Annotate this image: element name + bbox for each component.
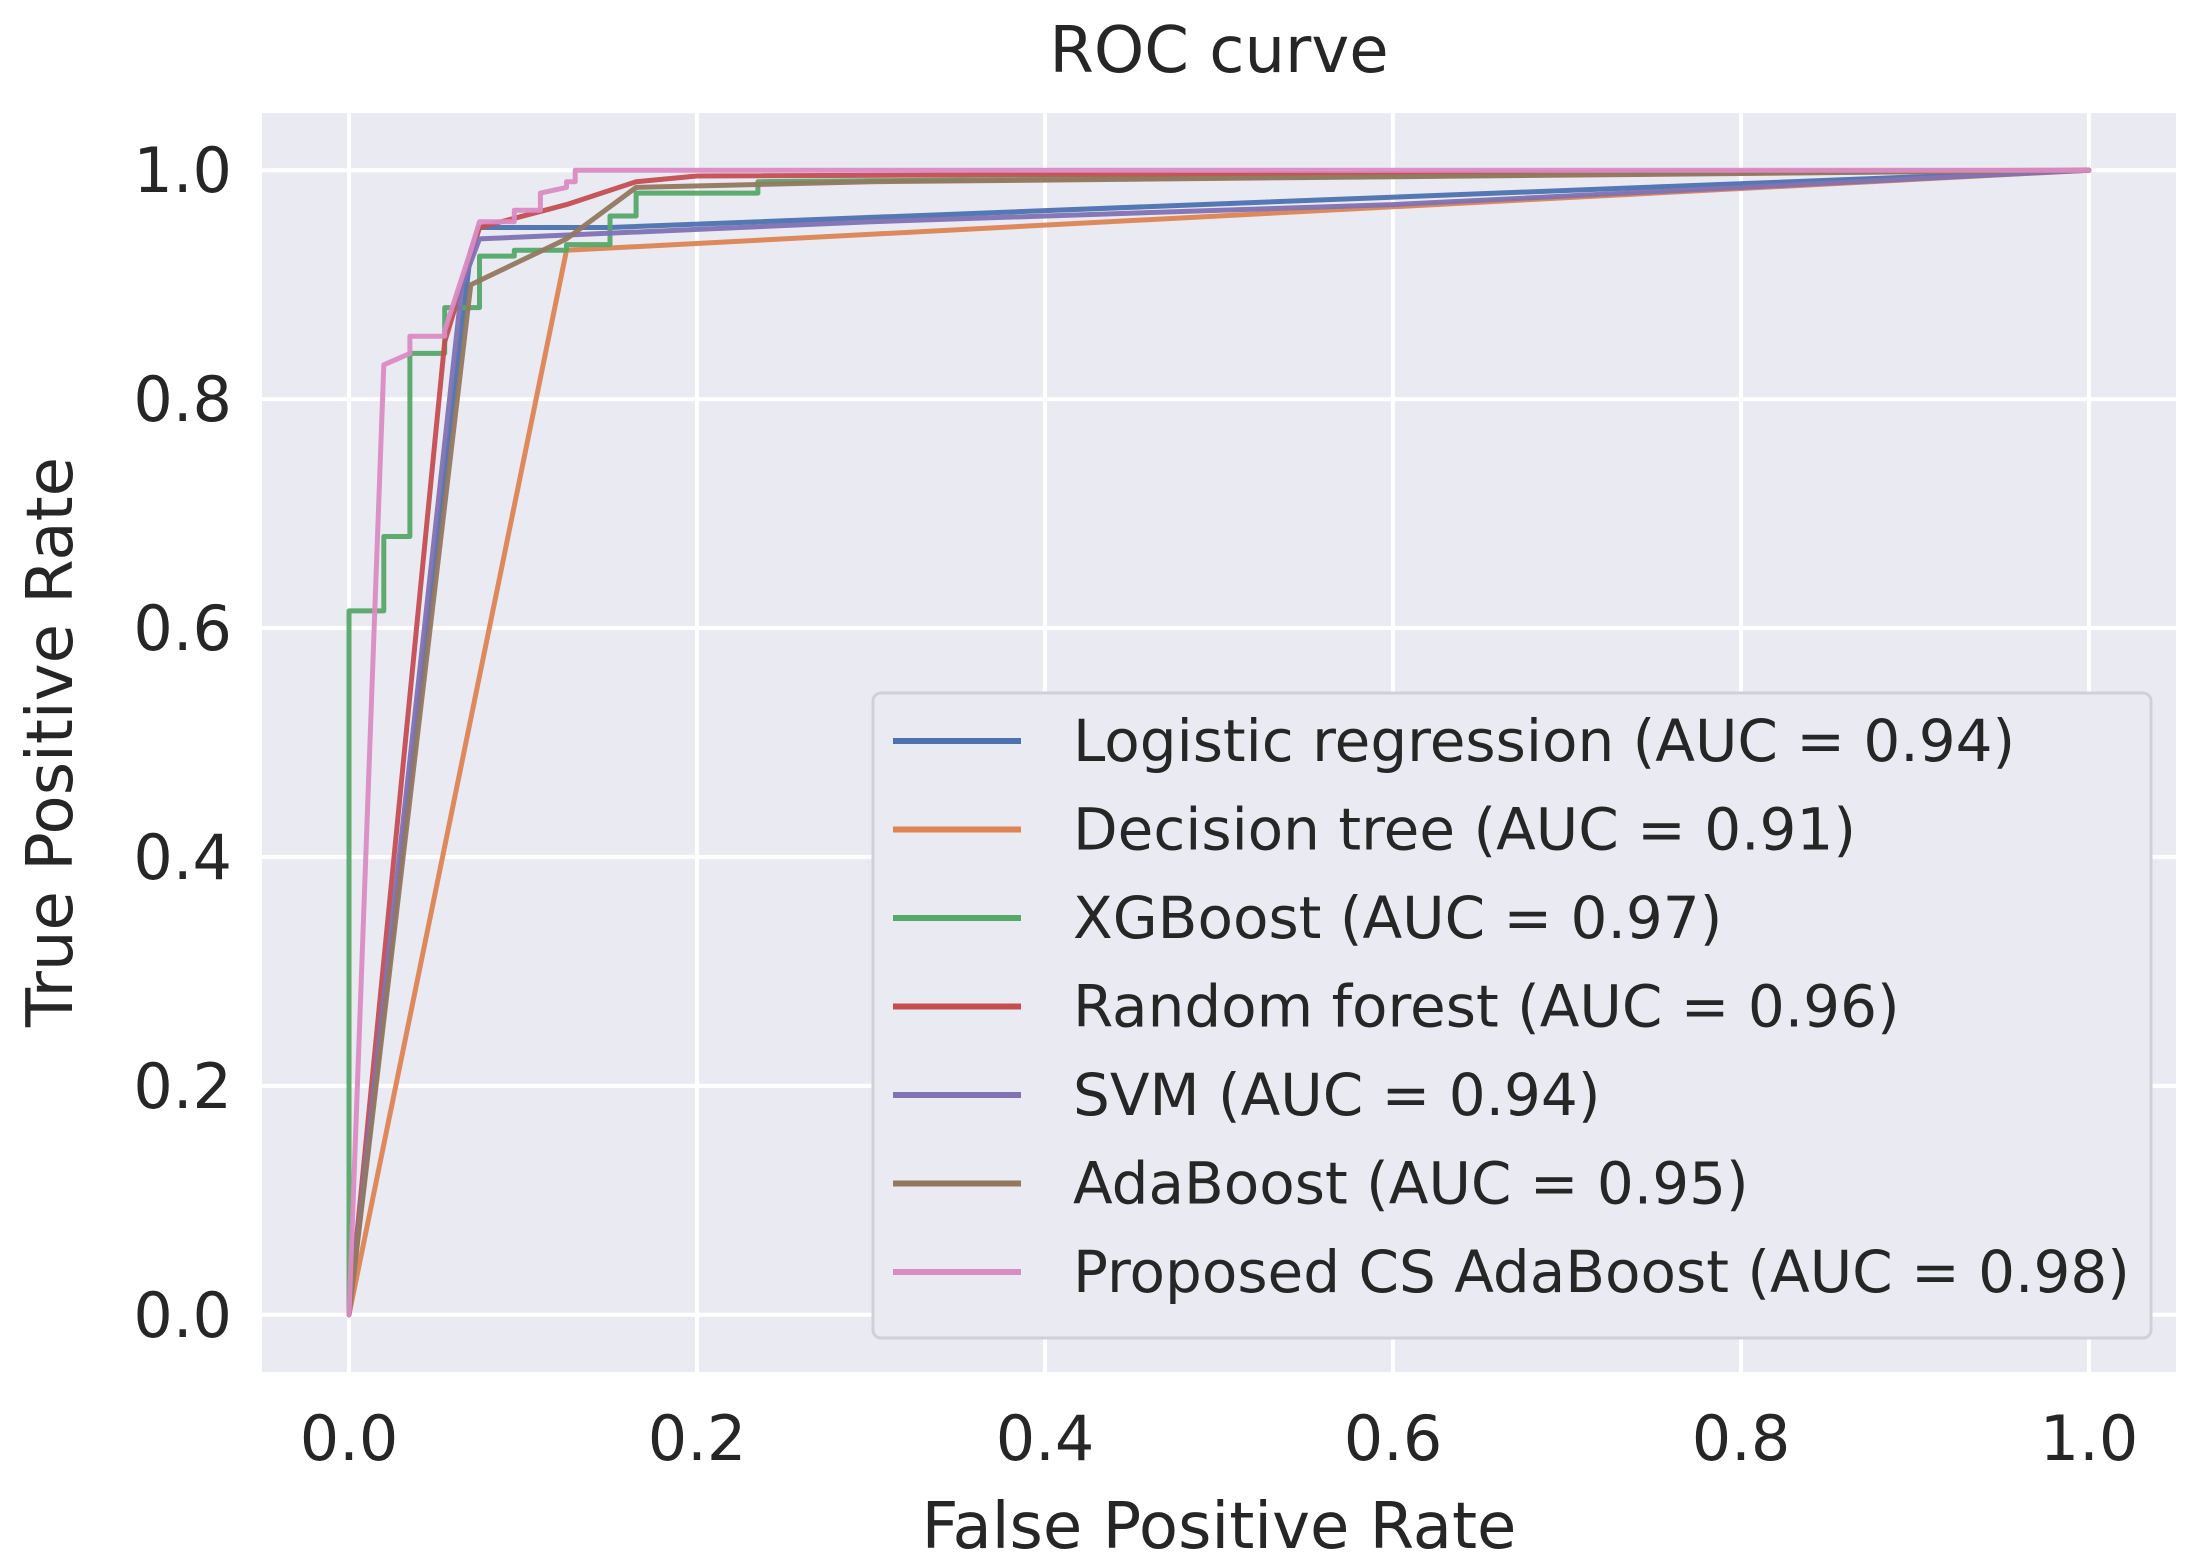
x-tick-label: 0.4	[996, 1402, 1095, 1475]
legend-label-4: SVM (AUC = 0.94)	[1073, 1061, 1600, 1129]
legend-label-1: Decision tree (AUC = 0.91)	[1073, 796, 1856, 864]
legend-label-6: Proposed CS AdaBoost (AUC = 0.98)	[1073, 1238, 2130, 1306]
y-tick-label: 0.4	[133, 821, 232, 894]
x-tick-label: 1.0	[2040, 1402, 2139, 1475]
x-tick-label: 0.0	[300, 1402, 399, 1475]
y-tick-labels: 0.0 0.2 0.4 0.6 0.8 1.0	[133, 134, 232, 1352]
legend-label-2: XGBoost (AUC = 0.97)	[1073, 884, 1722, 952]
y-tick-label: 0.0	[133, 1279, 232, 1352]
roc-series-line-2	[346, 167, 2092, 1318]
y-tick-label: 1.0	[133, 134, 232, 207]
y-tick-label: 0.2	[133, 1050, 232, 1123]
legend-label-0: Logistic regression (AUC = 0.94)	[1073, 707, 2015, 775]
x-tick-label: 0.6	[1344, 1402, 1443, 1475]
x-tick-label: 0.8	[1692, 1402, 1791, 1475]
roc-series-line-3	[346, 167, 2092, 1318]
legend: Logistic regression (AUC = 0.94) Decision…	[871, 691, 2153, 1340]
roc-series-line-6	[346, 167, 2092, 1318]
roc-series-line-5	[346, 167, 2092, 1318]
y-axis-title: True Positive Rate	[14, 457, 88, 1028]
x-tick-labels: 0.0 0.2 0.4 0.6 0.8 1.0	[300, 1402, 2139, 1475]
y-tick-label: 0.6	[133, 592, 232, 665]
y-tick-label: 0.8	[133, 363, 232, 436]
roc-series-line-4	[346, 167, 2092, 1318]
legend-box	[871, 691, 2153, 1340]
x-tick-label: 0.2	[648, 1402, 747, 1475]
x-axis-title: False Positive Rate	[922, 1490, 1517, 1564]
legend-label-5: AdaBoost (AUC = 0.95)	[1073, 1150, 1749, 1218]
legend-label-3: Random forest (AUC = 0.96)	[1073, 973, 1900, 1041]
series-layer	[346, 167, 2092, 1318]
chart-title: ROC curve	[1049, 14, 1388, 88]
